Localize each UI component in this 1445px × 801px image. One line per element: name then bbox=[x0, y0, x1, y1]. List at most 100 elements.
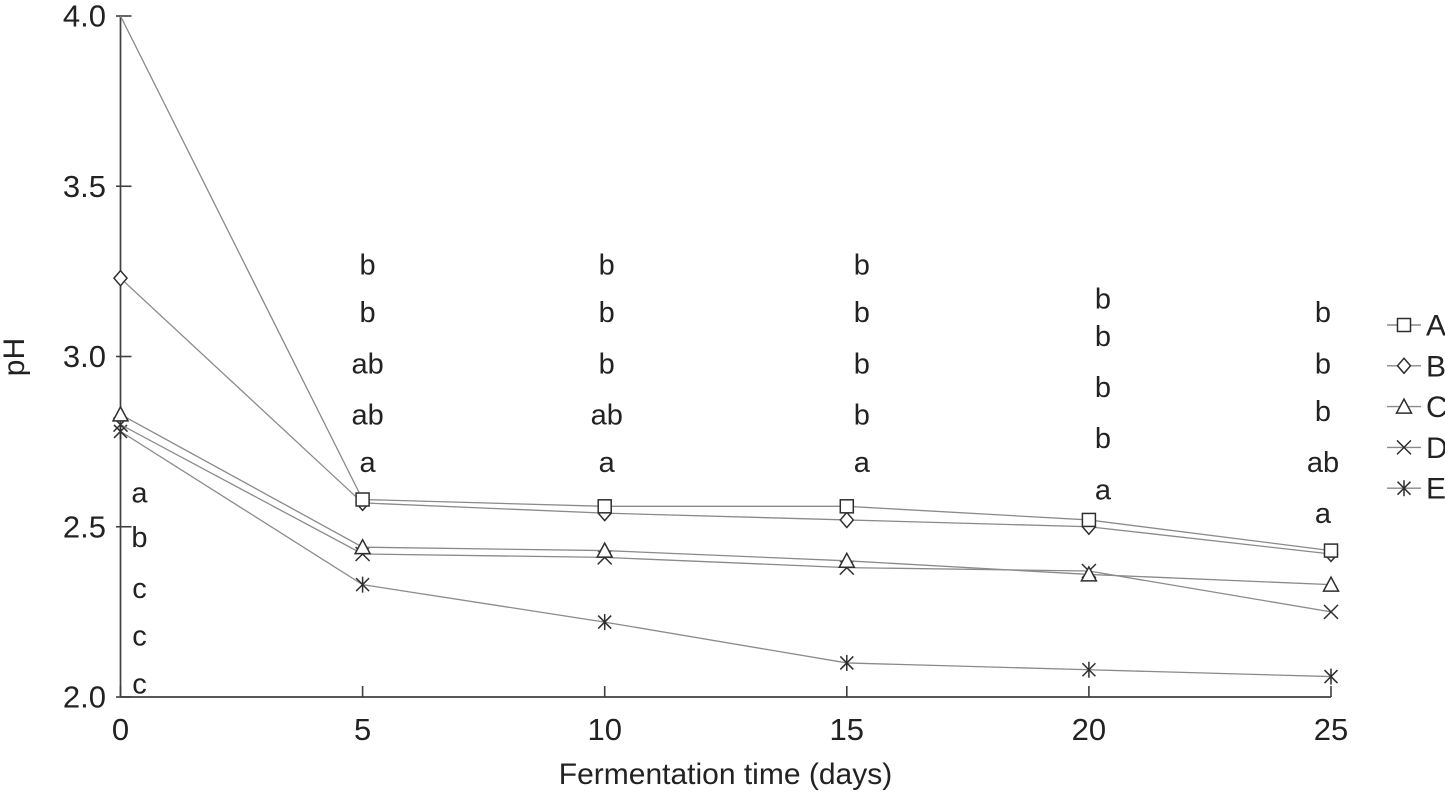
series-B-marker bbox=[839, 511, 855, 529]
y-tick-label: 2.0 bbox=[63, 680, 106, 715]
series-B bbox=[113, 269, 1339, 563]
significance-letter: b bbox=[854, 250, 870, 282]
significance-letter: b bbox=[1095, 284, 1111, 316]
significance-letter: c bbox=[132, 621, 147, 653]
x-tick-label: 0 bbox=[112, 712, 129, 747]
significance-letter: a bbox=[360, 447, 377, 479]
series-E-marker bbox=[355, 576, 370, 593]
square-marker-icon bbox=[1396, 317, 1412, 333]
significance-letter: ab bbox=[351, 399, 383, 431]
y-tick-label: 4.0 bbox=[63, 0, 106, 34]
square-marker-icon bbox=[597, 499, 612, 514]
significance-letter: b bbox=[360, 297, 376, 329]
series-D-marker bbox=[1323, 604, 1339, 620]
diamond-marker-icon bbox=[113, 269, 128, 287]
significance-letter: b bbox=[1095, 321, 1111, 353]
significance-letter: b bbox=[599, 250, 615, 282]
y-tick-label: 3.5 bbox=[63, 169, 106, 204]
legend-marker-D bbox=[1396, 439, 1412, 455]
asterisk-marker-icon bbox=[1081, 662, 1096, 677]
y-axis-title: pH bbox=[0, 337, 31, 377]
triangle-marker-icon bbox=[1080, 565, 1098, 582]
significance-letter: b bbox=[1315, 396, 1331, 428]
significance-letter: a bbox=[131, 478, 148, 510]
legend-label: D bbox=[1426, 432, 1445, 465]
asterisk-marker-icon bbox=[1323, 669, 1339, 684]
significance-letter: a bbox=[1315, 498, 1332, 530]
series-A bbox=[119, 15, 1339, 558]
series-E-marker bbox=[597, 614, 612, 631]
legend-item-C bbox=[1387, 397, 1421, 414]
diamond-marker-icon bbox=[839, 511, 855, 529]
significance-letter: a bbox=[1095, 474, 1112, 506]
x-tick-label: 25 bbox=[1314, 712, 1348, 747]
series-A-marker bbox=[1081, 512, 1097, 528]
significance-letter: ab bbox=[351, 348, 383, 380]
triangle-marker-icon bbox=[838, 551, 856, 569]
series-E-line bbox=[120, 430, 1332, 678]
significance-letter: c bbox=[132, 573, 147, 605]
significance-letter: b bbox=[854, 297, 870, 329]
significance-letter: ab bbox=[1307, 447, 1339, 479]
series-C-marker bbox=[1322, 575, 1340, 592]
legend-item-A bbox=[1387, 317, 1421, 333]
x-tick-label: 5 bbox=[354, 712, 371, 747]
series-C-marker bbox=[111, 405, 130, 422]
legend-item-B bbox=[1387, 357, 1421, 375]
significance-letter: b bbox=[1315, 297, 1331, 329]
triangle-marker-icon bbox=[595, 541, 614, 558]
series-E-marker bbox=[1323, 668, 1339, 685]
significance-letter: b bbox=[854, 399, 870, 431]
significance-letter: b bbox=[1095, 423, 1111, 455]
significance-letter: b bbox=[599, 348, 615, 380]
series-C bbox=[111, 405, 1340, 592]
significance-letter: b bbox=[1095, 372, 1111, 404]
series-C-marker bbox=[838, 551, 856, 569]
series-A-marker bbox=[1323, 543, 1339, 558]
series-E-marker bbox=[839, 654, 854, 671]
significance-letter: b bbox=[131, 522, 147, 554]
x-marker-icon bbox=[1323, 604, 1339, 620]
series-D-line bbox=[120, 424, 1332, 613]
series-A-marker bbox=[839, 499, 855, 514]
significance-letter: a bbox=[854, 447, 871, 479]
series-E bbox=[113, 423, 1339, 685]
y-tick-label: 3.0 bbox=[63, 339, 106, 374]
triangle-marker-icon bbox=[111, 405, 130, 422]
series-E-marker bbox=[113, 423, 128, 440]
x-axis-title: Fermentation time (days) bbox=[558, 758, 893, 791]
square-marker-icon bbox=[839, 499, 855, 514]
square-marker-icon bbox=[1323, 543, 1339, 558]
legend-item-D bbox=[1387, 439, 1421, 455]
asterisk-marker-icon bbox=[839, 655, 854, 670]
significance-letter: a bbox=[599, 447, 616, 479]
x-tick-label: 20 bbox=[1072, 712, 1106, 747]
significance-letter: b bbox=[854, 348, 870, 380]
asterisk-marker-icon bbox=[355, 577, 370, 592]
x-tick-label: 15 bbox=[830, 712, 864, 747]
x-tick-label: 10 bbox=[587, 712, 621, 747]
legend-marker-A bbox=[1396, 317, 1412, 333]
significance-letter: c bbox=[132, 668, 147, 700]
legend-marker-C bbox=[1395, 397, 1413, 414]
series-C-marker bbox=[1080, 565, 1098, 582]
series-C-line bbox=[120, 413, 1332, 586]
significance-letter: ab bbox=[591, 399, 623, 431]
significance-letter: b bbox=[360, 250, 376, 282]
asterisk-marker-icon bbox=[597, 615, 612, 630]
legend-label: B bbox=[1426, 350, 1445, 383]
legend-marker-E bbox=[1396, 480, 1412, 497]
legend-label: C bbox=[1426, 391, 1445, 424]
series-D bbox=[112, 417, 1339, 620]
series-B-line bbox=[120, 277, 1332, 555]
legend-label: A bbox=[1426, 310, 1445, 343]
series-B-marker bbox=[113, 269, 128, 287]
square-marker-icon bbox=[355, 492, 370, 507]
square-marker-icon bbox=[1081, 512, 1097, 528]
triangle-marker-icon bbox=[353, 538, 372, 555]
diamond-marker-icon bbox=[1396, 357, 1412, 375]
triangle-marker-icon bbox=[1395, 397, 1413, 414]
legend bbox=[1387, 317, 1421, 497]
asterisk-marker-icon bbox=[1396, 481, 1412, 496]
